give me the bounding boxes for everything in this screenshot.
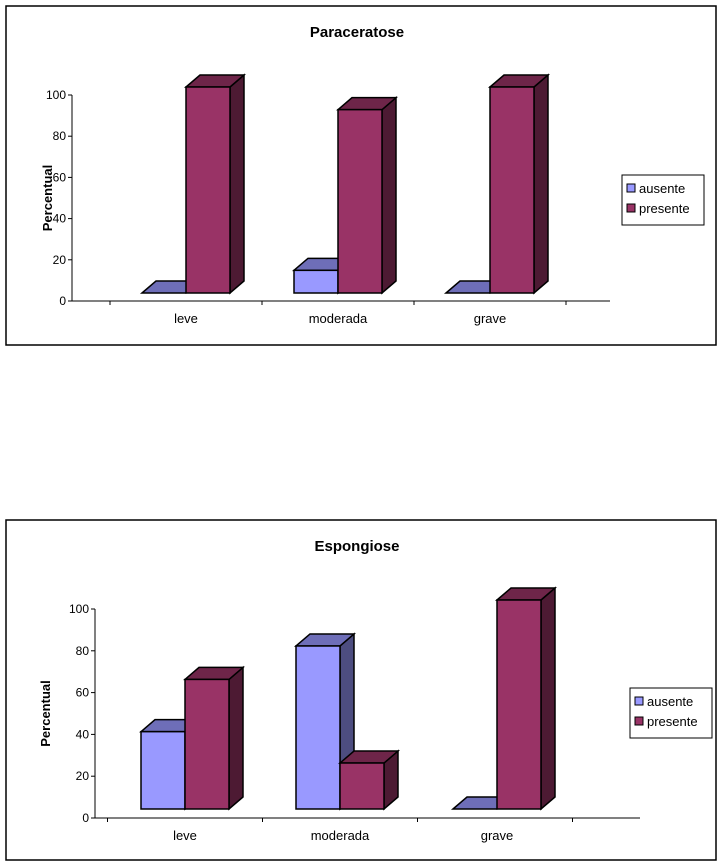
- y-tick-label: 0: [82, 811, 89, 825]
- bar-front: [339, 762, 385, 810]
- legend-swatch-presente: [634, 716, 644, 726]
- y-axis-label: Percentual: [40, 165, 55, 231]
- y-axis-label: Percentual: [38, 680, 53, 746]
- bar-front: [496, 599, 542, 810]
- chart-frame: [5, 519, 717, 861]
- y-tick-label: 20: [76, 769, 90, 783]
- bar-front: [489, 86, 535, 294]
- legend-label: ausente: [639, 181, 685, 196]
- y-tick-label: 40: [53, 212, 67, 226]
- legend: ausente presente: [629, 687, 713, 739]
- legend-label: presente: [639, 201, 690, 216]
- bar-front: [185, 86, 231, 294]
- bar-front: [184, 678, 230, 810]
- y-tick-label: 20: [53, 253, 67, 267]
- x-tick-label: moderada: [309, 311, 368, 326]
- chart-title: Espongiose: [314, 538, 399, 555]
- legend: ausente presente: [621, 174, 705, 226]
- bar-presente: [183, 73, 247, 295]
- bar-front: [293, 269, 339, 294]
- y-tick-label: 100: [69, 602, 89, 616]
- bar-side: [533, 73, 549, 295]
- x-tick-label: grave: [474, 311, 507, 326]
- bar-presente: [335, 96, 399, 295]
- bar-side: [381, 96, 397, 295]
- legend-swatch-ausente: [634, 696, 644, 706]
- x-tick-label: moderada: [311, 828, 370, 843]
- x-tick-label: leve: [174, 311, 198, 326]
- bar-side: [540, 586, 556, 811]
- y-tick-label: 60: [53, 170, 67, 184]
- bar-presente: [182, 665, 246, 811]
- bar-front: [140, 730, 186, 810]
- y-tick-label: 80: [53, 129, 67, 143]
- bar-front: [295, 645, 341, 810]
- bar-presente: [494, 586, 558, 811]
- legend-swatch-ausente: [626, 183, 636, 193]
- bar-presente: [487, 73, 551, 295]
- chart-2: Espongiose 0 20 40 60 80 100 Percentual leve mode…: [5, 519, 717, 861]
- y-tick-label: 40: [76, 727, 90, 741]
- legend-label: presente: [647, 714, 698, 729]
- chart-title: Paraceratose: [310, 24, 404, 41]
- y-tick-label: 60: [76, 686, 90, 700]
- legend-box: [629, 687, 713, 739]
- x-tick-label: leve: [173, 828, 197, 843]
- legend-label: ausente: [647, 694, 693, 709]
- chart-1: Paraceratose 0 20 40 60 80 100 Percentual leve mo…: [5, 5, 717, 346]
- legend-box: [621, 174, 705, 226]
- legend-swatch-presente: [626, 203, 636, 213]
- bar-presente: [337, 749, 401, 811]
- bar-front: [337, 108, 383, 294]
- x-tick-label: grave: [481, 828, 514, 843]
- y-tick-label: 0: [59, 294, 66, 308]
- y-tick-label: 100: [46, 88, 66, 102]
- y-tick-label: 80: [76, 644, 90, 658]
- bar-side: [228, 665, 244, 811]
- bar-side: [229, 73, 245, 295]
